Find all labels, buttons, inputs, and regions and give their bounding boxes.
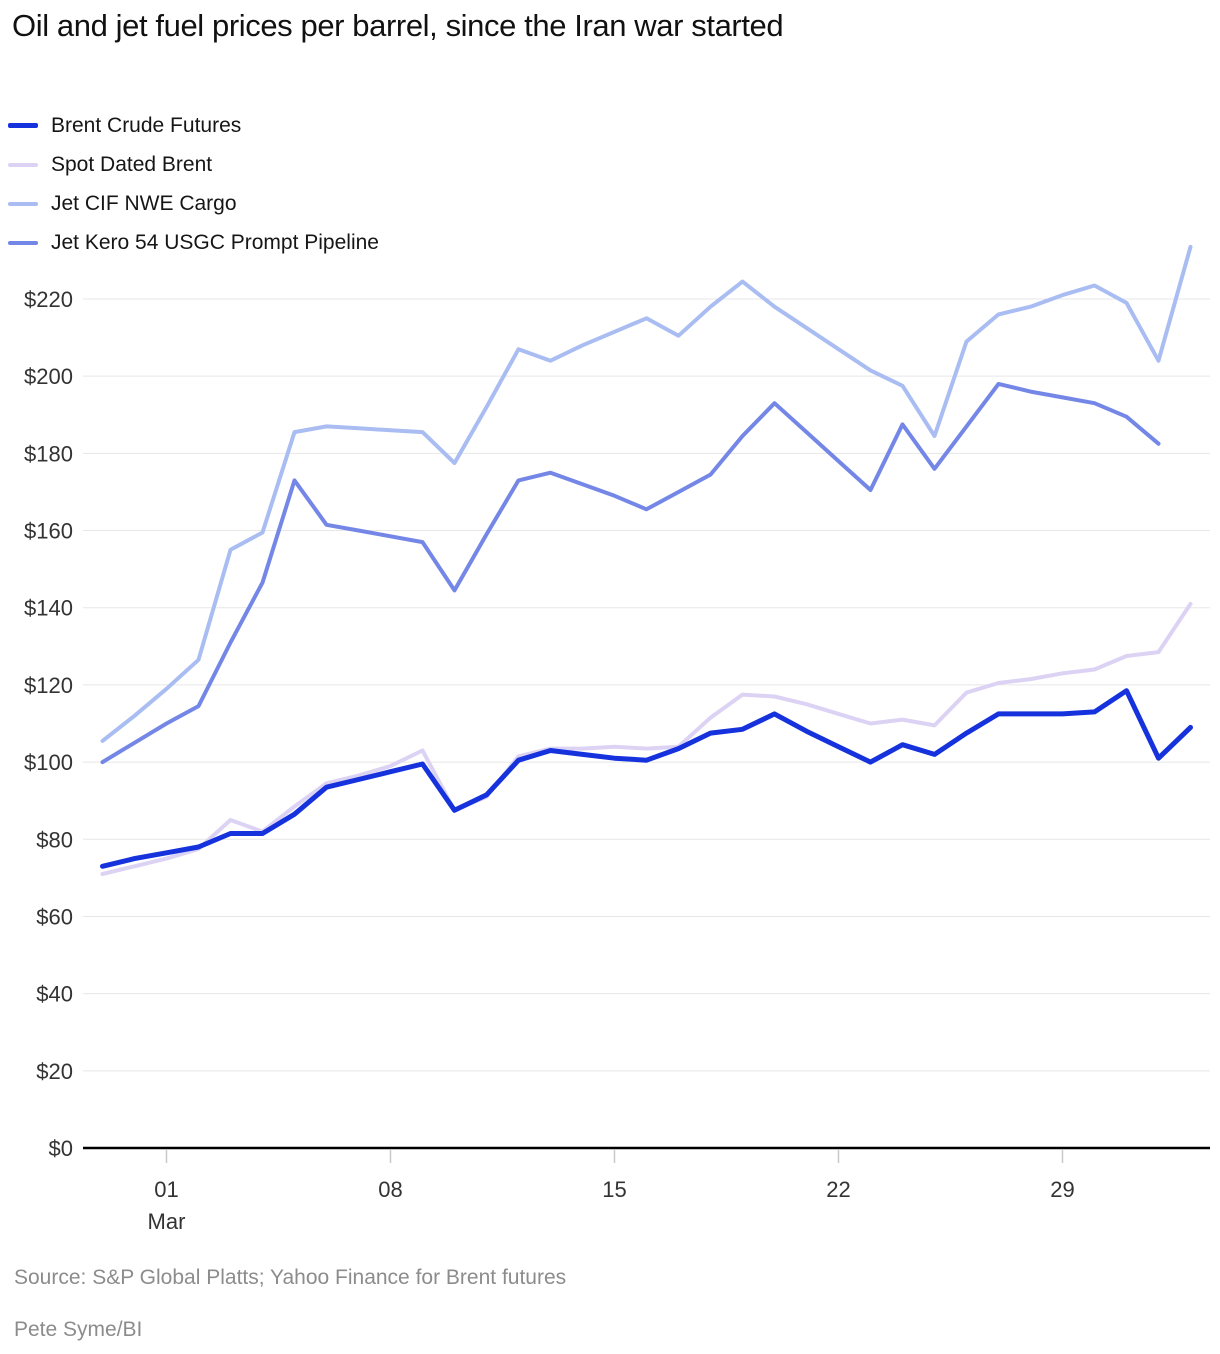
- x-axis-label: 01: [154, 1177, 178, 1202]
- y-axis-label: $100: [24, 750, 73, 775]
- legend: Brent Crude Futures Spot Dated Brent Jet…: [8, 106, 1220, 262]
- legend-label: Jet Kero 54 USGC Prompt Pipeline: [51, 230, 379, 254]
- x-axis-label: 22: [826, 1177, 850, 1202]
- legend-item-jet-kero-54-usgc: Jet Kero 54 USGC Prompt Pipeline: [8, 223, 1220, 262]
- y-axis-label: $160: [24, 519, 73, 544]
- x-axis-label: 15: [602, 1177, 626, 1202]
- x-axis-sublabel: Mar: [148, 1209, 186, 1234]
- chart-title: Oil and jet fuel prices per barrel, sinc…: [12, 8, 784, 43]
- legend-label: Spot Dated Brent: [51, 152, 213, 176]
- series-line-jet-cif-nwe-cargo: [100, 244, 1193, 743]
- legend-swatch-spot-dated-brent: [8, 162, 38, 167]
- x-axis-label: 29: [1050, 1177, 1074, 1202]
- byline: Pete Syme/BI: [14, 1318, 143, 1341]
- y-axis-label: $220: [24, 287, 73, 312]
- x-axis-label: 08: [378, 1177, 402, 1202]
- y-axis-label: $60: [36, 904, 73, 929]
- legend-item-brent-crude-futures: Brent Crude Futures: [8, 106, 1220, 145]
- legend-item-spot-dated-brent: Spot Dated Brent: [8, 145, 1220, 184]
- y-axis-label: $200: [24, 364, 73, 389]
- y-axis-label: $140: [24, 596, 73, 621]
- y-axis-label: $180: [24, 441, 73, 466]
- legend-swatch-jet-kero-54-usgc: [8, 240, 38, 245]
- legend-swatch-jet-cif-nwe-cargo: [8, 201, 38, 206]
- series-line-spot-dated-brent: [100, 601, 1193, 876]
- legend-swatch-brent-crude-futures: [8, 123, 38, 128]
- source-note: Source: S&P Global Platts; Yahoo Finance…: [14, 1266, 567, 1289]
- y-axis-label: $120: [24, 673, 73, 698]
- legend-label: Jet CIF NWE Cargo: [51, 191, 237, 215]
- y-axis-label: $20: [36, 1059, 73, 1084]
- series-line-brent-crude-futures: [100, 688, 1193, 869]
- legend-item-jet-cif-nwe-cargo: Jet CIF NWE Cargo: [8, 184, 1220, 223]
- y-axis-label: $0: [49, 1136, 73, 1161]
- series-line-jet-kero-54-usgc-prompt-pipeline: [100, 381, 1161, 765]
- y-axis-label: $40: [36, 982, 73, 1007]
- y-axis-label: $80: [36, 827, 73, 852]
- legend-label: Brent Crude Futures: [51, 113, 242, 137]
